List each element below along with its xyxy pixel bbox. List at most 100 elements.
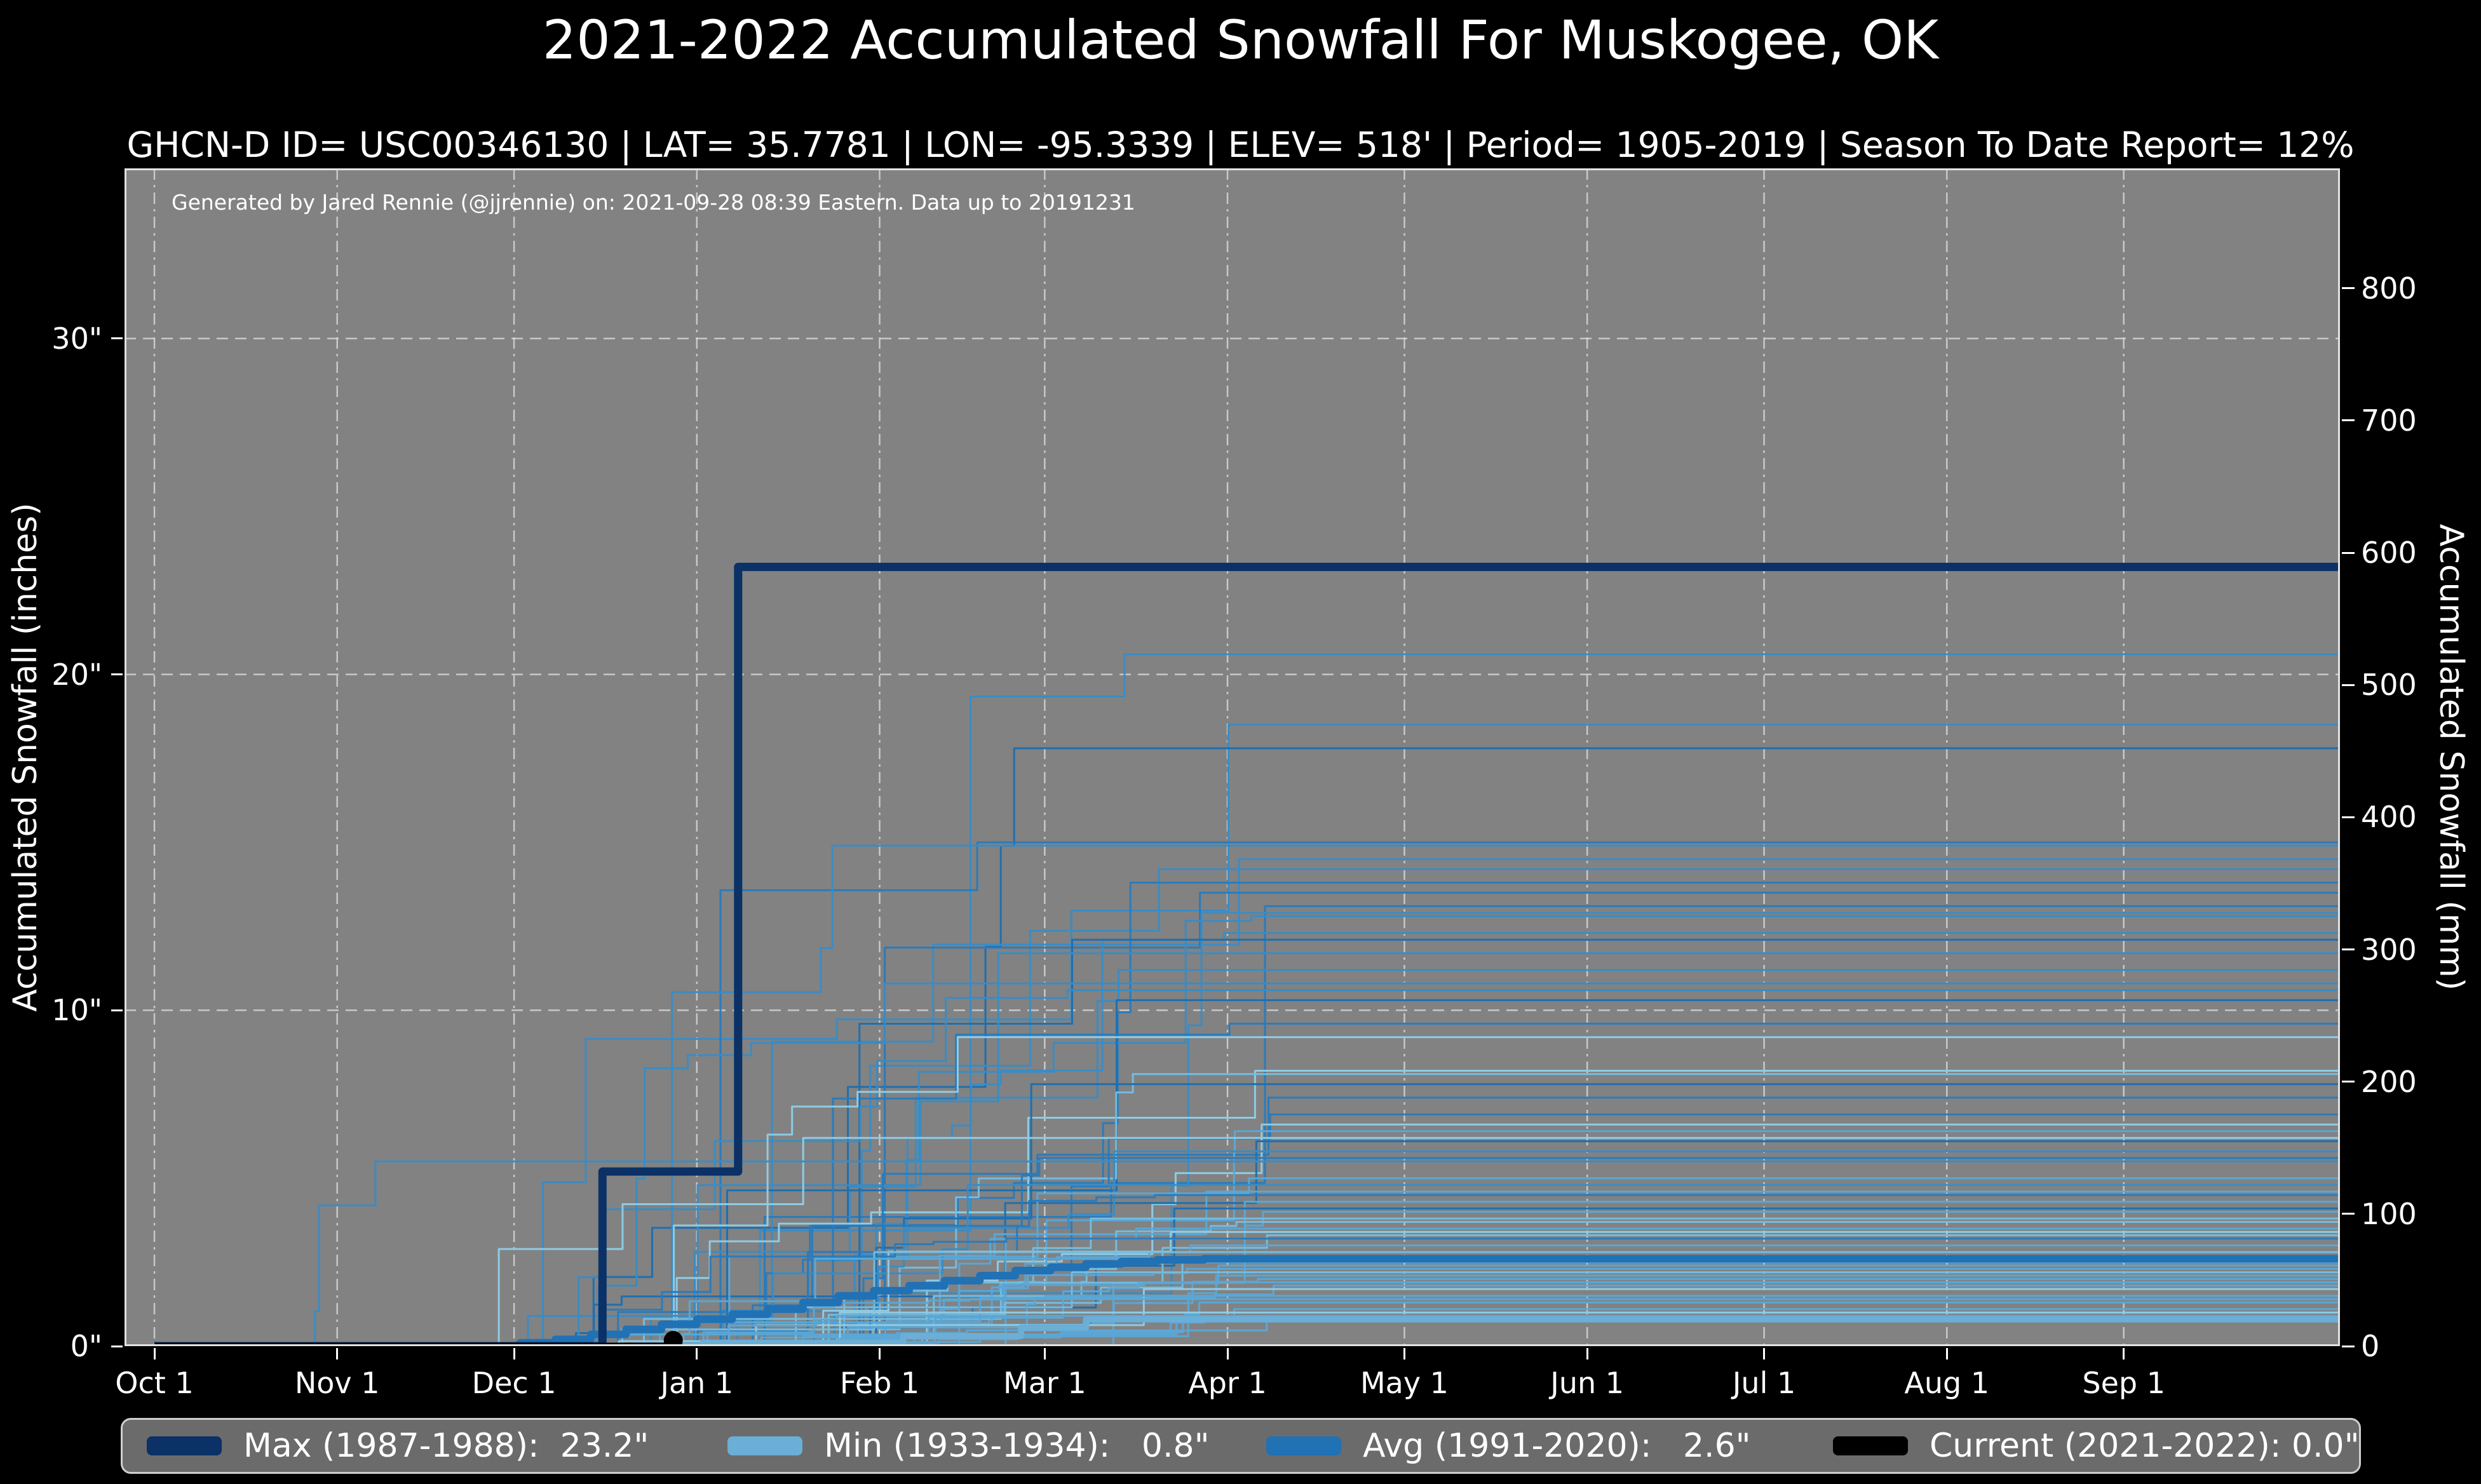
snowfall-chart-svg <box>125 168 2340 1346</box>
x-tick-mark <box>696 1348 698 1359</box>
legend-label-max: Max (1987-1988): 23.2" <box>243 1427 649 1465</box>
x-tick-mark <box>1945 1348 1948 1359</box>
y-right-tick-mark <box>2342 551 2355 554</box>
background-year-line <box>154 724 2340 1346</box>
x-tick-mark <box>1763 1348 1766 1359</box>
background-year-line <box>154 1113 2340 1346</box>
background-year-line <box>154 1036 2340 1346</box>
legend-label-avg: Avg (1991-2020): 2.6" <box>1363 1427 1751 1465</box>
y-left-tick-mark <box>111 673 123 676</box>
x-tick-label: Jul 1 <box>1732 1366 1796 1400</box>
background-year-line <box>154 1271 2340 1346</box>
background-year-line <box>154 1308 2340 1346</box>
y-right-tick-mark <box>2342 287 2355 290</box>
background-year-line <box>154 891 2340 1346</box>
legend-label-current: Current (2021-2022): 0.0" <box>1930 1427 2360 1465</box>
x-tick-mark <box>336 1348 339 1359</box>
background-year-line <box>154 1251 2340 1346</box>
background-year-line <box>154 1201 2340 1346</box>
background-year-line <box>154 969 2340 1346</box>
background-year-line <box>154 1157 2340 1346</box>
y-right-tick-label: 800 <box>2361 271 2417 306</box>
background-year-line <box>154 1140 2340 1346</box>
x-tick-mark <box>1043 1348 1046 1359</box>
y-right-tick-label: 200 <box>2361 1064 2417 1099</box>
background-year-line <box>154 1281 2340 1346</box>
series-line-1 <box>154 1255 2340 1346</box>
x-tick-mark <box>1403 1348 1405 1359</box>
legend-item-avg: Avg (1991-2020): 2.6" <box>1266 1420 1751 1472</box>
y-right-tick-mark <box>2342 816 2355 818</box>
background-year-line <box>154 1264 2340 1346</box>
series-line-0 <box>154 562 2340 1346</box>
y-left-tick-label: 0" <box>70 1329 102 1363</box>
watermark-text: Generated by Jared Rennie (@jjrennie) on… <box>172 190 1135 215</box>
x-tick-label: Dec 1 <box>471 1366 557 1400</box>
y-right-tick-label: 0 <box>2361 1329 2380 1363</box>
background-year-line <box>154 1288 2340 1346</box>
background-year-line <box>154 1314 2340 1346</box>
y-left-tick-label: 30" <box>51 321 102 356</box>
background-year-line <box>154 989 2340 1346</box>
y-right-tick-mark <box>2342 1213 2355 1215</box>
x-tick-label: Jan 1 <box>660 1366 734 1400</box>
x-tick-mark <box>879 1348 881 1359</box>
x-tick-label: May 1 <box>1360 1366 1449 1400</box>
background-year-line <box>154 938 2340 1346</box>
current-line-swatch <box>1833 1436 1908 1455</box>
x-tick-label: Feb 1 <box>839 1366 920 1400</box>
y-right-tick-mark <box>2342 1345 2355 1347</box>
background-year-line <box>154 1194 2340 1346</box>
y-left-tick-label: 10" <box>51 993 102 1028</box>
x-tick-mark <box>2123 1348 2125 1359</box>
x-tick-label: Nov 1 <box>294 1366 380 1400</box>
y-right-tick-mark <box>2342 419 2355 422</box>
plot-area: Generated by Jared Rennie (@jjrennie) on… <box>125 168 2340 1346</box>
min-line-swatch <box>727 1436 802 1455</box>
background-year-line <box>154 905 2340 1346</box>
background-year-line <box>154 1238 2340 1346</box>
y-axis-label-inches: Accumulated Snowfall (inches) <box>6 503 44 1012</box>
background-year-line <box>154 1267 2340 1346</box>
y-right-tick-label: 300 <box>2361 932 2417 967</box>
x-tick-mark <box>513 1348 515 1359</box>
x-tick-label: Oct 1 <box>115 1366 194 1400</box>
chart-title: 2021-2022 Accumulated Snowfall For Musko… <box>542 9 1939 71</box>
x-tick-label: Sep 1 <box>2082 1366 2165 1400</box>
y-left-tick-mark <box>111 1009 123 1011</box>
legend-item-max: Max (1987-1988): 23.2" <box>147 1420 649 1472</box>
background-year-line <box>154 1220 2340 1346</box>
background-year-line <box>154 844 2340 1346</box>
current-end-dot <box>663 1331 683 1346</box>
background-year-line <box>154 1137 2340 1346</box>
x-tick-label: Aug 1 <box>1904 1366 1990 1400</box>
y-left-tick-mark <box>111 1345 123 1347</box>
chart-subtitle: GHCN-D ID= USC00346130 | LAT= 35.7781 | … <box>126 125 2355 165</box>
y-right-tick-label: 400 <box>2361 800 2417 835</box>
legend-item-current: Current (2021-2022): 0.0" <box>1833 1420 2360 1472</box>
x-tick-mark <box>153 1348 156 1359</box>
avg-line-swatch <box>1266 1436 1341 1455</box>
x-tick-mark <box>1586 1348 1588 1359</box>
background-year-line <box>154 932 2340 1346</box>
y-right-tick-label: 100 <box>2361 1196 2417 1231</box>
legend-label-min: Min (1933-1934): 0.8" <box>824 1427 1210 1465</box>
y-right-tick-mark <box>2342 1081 2355 1083</box>
background-year-line <box>154 1298 2340 1346</box>
background-year-line <box>154 915 2340 1346</box>
background-year-line <box>154 1070 2340 1346</box>
x-tick-label: Jun 1 <box>1550 1366 1625 1400</box>
background-year-line <box>154 999 2340 1346</box>
x-tick-label: Apr 1 <box>1188 1366 1267 1400</box>
max-line-swatch <box>147 1436 222 1455</box>
legend: Max (1987-1988): 23.2" Min (1933-1934): … <box>121 1418 2361 1474</box>
background-year-line <box>154 1123 2340 1346</box>
x-tick-mark <box>1226 1348 1229 1359</box>
legend-item-min: Min (1933-1934): 0.8" <box>727 1420 1210 1472</box>
y-right-tick-label: 600 <box>2361 536 2417 570</box>
background-year-line <box>154 653 2340 1346</box>
y-right-tick-label: 500 <box>2361 668 2417 703</box>
background-year-line <box>154 1160 2340 1346</box>
background-year-line <box>154 868 2340 1346</box>
